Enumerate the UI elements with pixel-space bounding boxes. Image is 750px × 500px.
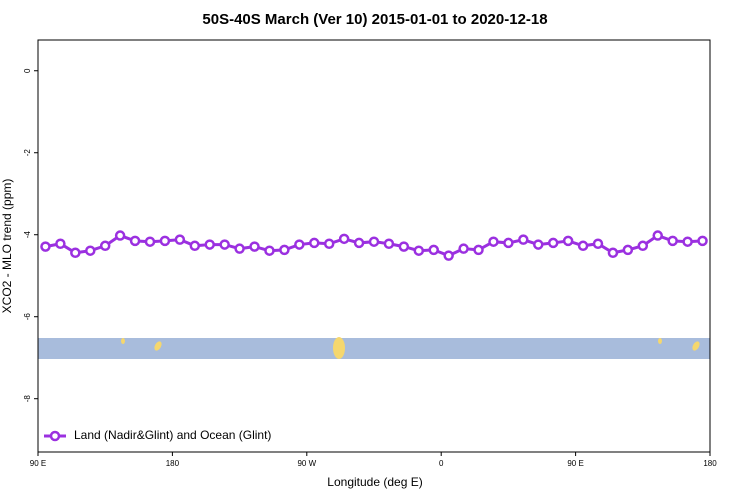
point [114, 230, 126, 241]
point [562, 235, 574, 247]
point [368, 236, 380, 247]
point [85, 245, 96, 256]
point [413, 245, 425, 256]
x-tick-label: 90 W [297, 459, 316, 468]
point [607, 247, 619, 259]
y-axis-label: XCO2 - MLO trend (ppm) [0, 179, 14, 314]
x-tick-label: 90 E [30, 459, 46, 468]
x-tick-label: 90 E [567, 459, 583, 468]
point [219, 239, 230, 250]
point [533, 239, 544, 250]
y-tick-label: -4 [23, 231, 32, 239]
point [652, 230, 663, 241]
point [353, 237, 365, 249]
point [637, 240, 649, 252]
point [458, 243, 469, 254]
chart-title: 50S-40S March (Ver 10) 2015-01-01 to 202… [202, 11, 547, 28]
point [428, 244, 439, 256]
x-tick-label: 180 [166, 459, 180, 468]
point [577, 240, 589, 252]
point [144, 236, 156, 247]
point [443, 250, 454, 261]
point [473, 244, 484, 256]
point [697, 235, 708, 247]
y-tick-label: -2 [23, 149, 32, 157]
point [323, 238, 335, 249]
y-tick-label: -8 [23, 395, 32, 403]
legend-label: Land (Nadir&Glint) and Ocean (Glint) [74, 428, 271, 442]
point [55, 238, 66, 249]
point [383, 238, 395, 249]
point [503, 237, 514, 249]
point [40, 241, 51, 252]
point [174, 234, 186, 245]
point [99, 240, 111, 252]
x-axis-label: Longitude (deg E) [327, 475, 422, 489]
point [234, 243, 245, 254]
point [159, 235, 171, 247]
point [70, 247, 81, 259]
point [338, 233, 350, 245]
y-tick-label: -6 [23, 313, 32, 321]
point [204, 239, 215, 250]
point [249, 241, 260, 252]
point [129, 235, 141, 247]
point [488, 236, 499, 247]
point [309, 237, 320, 249]
point [518, 234, 529, 245]
point [592, 238, 604, 249]
x-tick-label: 0 [439, 459, 444, 468]
point [682, 236, 693, 247]
map-band [38, 337, 710, 359]
point [294, 239, 305, 250]
y-tick-label: 0 [23, 68, 32, 73]
point [547, 237, 559, 249]
point [189, 240, 201, 252]
point [667, 235, 678, 247]
point [398, 241, 410, 252]
x-tick-label: 180 [703, 459, 717, 468]
point [264, 245, 275, 256]
point [622, 244, 634, 256]
point [279, 244, 290, 256]
plot-frame [37, 39, 711, 453]
legend-marker [49, 430, 61, 442]
